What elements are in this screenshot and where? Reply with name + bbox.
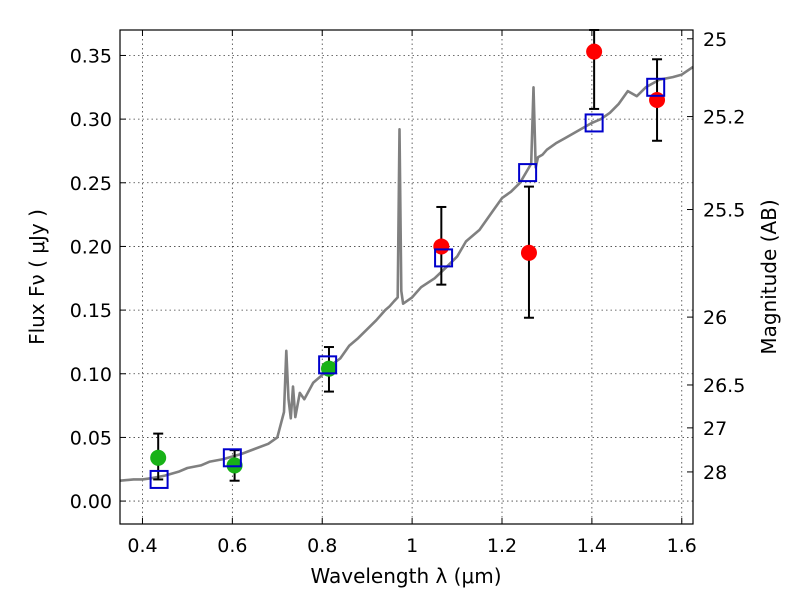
model-spectrum-line [119, 65, 694, 482]
grid [120, 30, 693, 524]
right-tick-label: 25 [703, 29, 727, 51]
model-point-square [518, 163, 538, 183]
data-markers [149, 43, 666, 489]
right-tick-label: 25.2 [703, 107, 745, 129]
data-point-circle [586, 43, 603, 60]
y-tick-label: 0.30 [70, 109, 112, 131]
y-tick-label: 0.05 [70, 427, 112, 449]
model-point-square [434, 248, 454, 268]
tick-labels: 0.4 0.6 0.8 1 1.2 1.4 1.6 0.00 0.05 0.10 0.15 0.20 0… [70, 29, 746, 557]
right-tick-label: 25.5 [703, 200, 745, 222]
data-point-circle [520, 244, 537, 261]
right-tick-label: 26 [703, 307, 727, 329]
x-tick-label: 1 [406, 535, 418, 557]
plot-frame [119, 29, 694, 525]
model-point-square [318, 355, 338, 375]
y-tick-label: 0.35 [70, 45, 112, 67]
x-tick-label: 0.4 [127, 535, 157, 557]
y-tick-label: 0.20 [70, 236, 112, 258]
model-point-square [149, 469, 169, 489]
data-point-circle [150, 449, 167, 466]
right-tick-label: 26.5 [703, 375, 745, 397]
error-bars [153, 29, 663, 482]
model-point-square [222, 448, 242, 468]
y-tick-label: 0.15 [70, 300, 112, 322]
y-tick-label: 0.00 [70, 491, 112, 513]
y-tick-label: 0.10 [70, 364, 112, 386]
data-point-circle [433, 238, 450, 255]
x-tick-label: 1.6 [667, 535, 697, 557]
right-tick-label: 27 [703, 418, 727, 440]
model-point-square [646, 77, 666, 97]
x-tick-label: 0.6 [217, 535, 247, 557]
model-point-square [584, 113, 604, 133]
x-tick-label: 0.8 [307, 535, 337, 557]
right-axis-label: Magnitude (AB) [757, 199, 781, 354]
x-axis-label: Wavelength λ (μm) [310, 564, 501, 588]
x-tick-label: 1.4 [577, 535, 607, 557]
data-point-circle [649, 92, 666, 109]
x-tick-label: 1.2 [487, 535, 517, 557]
right-tick-label: 28 [703, 462, 727, 484]
axis-ticks [120, 30, 693, 524]
y-axis-label: Flux Fν ( μJy ) [25, 209, 49, 345]
y-tick-label: 0.25 [70, 173, 112, 195]
